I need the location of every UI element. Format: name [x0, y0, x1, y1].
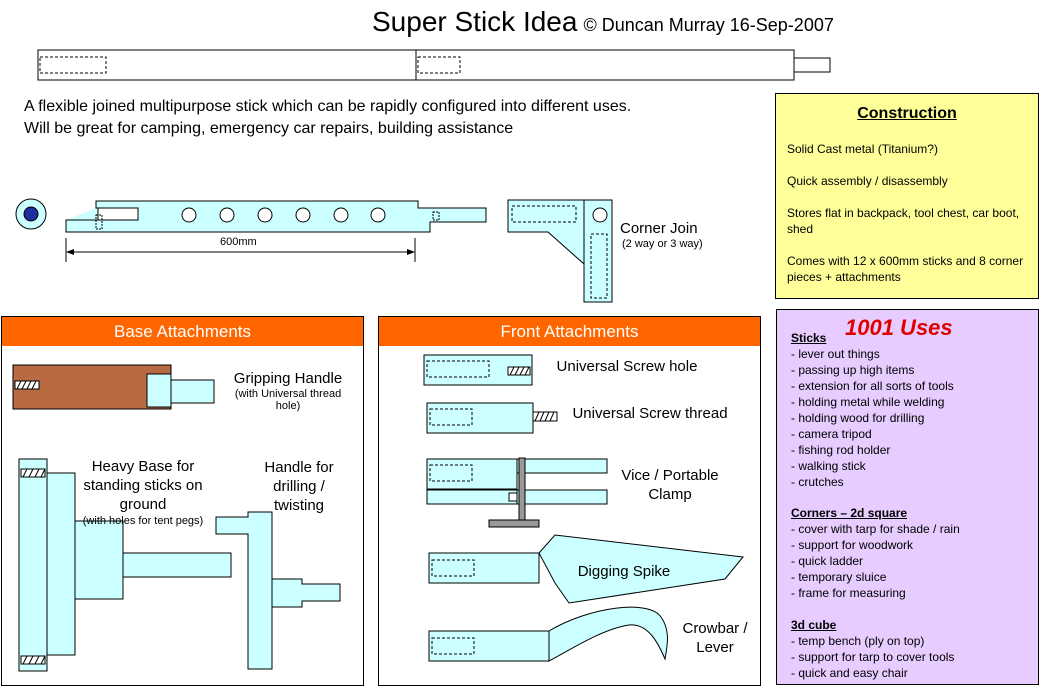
vice-drawing [426, 457, 608, 528]
screw-hole-drawing [423, 354, 533, 386]
corners-section: Corners – 2d square - cover with tarp fo… [791, 505, 960, 601]
page-title: Super Stick Idea © Duncan Murray 16-Sep-2… [372, 6, 834, 38]
list-item: - passing up high items [791, 363, 915, 377]
list-item: - quick and easy chair [791, 666, 908, 680]
list-item: - holding metal while welding [791, 395, 945, 409]
construction-item: Solid Cast metal (Titanium?) [787, 142, 938, 156]
drill-handle-label: Handle for drilling / twisting [264, 459, 334, 514]
screw-thread-drawing [426, 402, 558, 434]
dimension-label: 600mm [220, 236, 257, 248]
base-attachments-heading: Base Attachments [2, 317, 363, 346]
heavy-base-drawing [18, 458, 232, 672]
intro-line-1: A flexible joined multipurpose stick whi… [24, 98, 632, 115]
construction-item: Stores flat in backpack, tool chest, car… [787, 206, 1020, 236]
title-text: Super Stick Idea [372, 6, 578, 37]
front-attachments-heading: Front Attachments [379, 317, 760, 346]
byline: © Duncan Murray 16-Sep-2007 [583, 15, 834, 35]
construction-box: Construction Solid Cast metal (Titanium?… [775, 93, 1039, 299]
vice-label: Vice / Portable Clamp [621, 467, 719, 503]
list-item: - cover with tarp for shade / rain [791, 522, 960, 536]
gripping-handle-label: Gripping Handle [233, 370, 343, 387]
construction-heading: Construction [857, 105, 957, 122]
intro-line-2: Will be great for camping, emergency car… [24, 120, 514, 137]
list-item: - camera tripod [791, 427, 872, 441]
cube-section: 3d cube - temp bench (ply on top) - supp… [791, 617, 954, 681]
cube-heading: 3d cube [791, 618, 837, 632]
corner-join-drawing [507, 199, 613, 303]
list-item: - quick ladder [791, 554, 864, 568]
list-item: - support for woodwork [791, 538, 914, 552]
drill-handle-drawing [215, 511, 341, 670]
construction-item: Comes with 12 x 600mm sticks and 8 corne… [787, 254, 1024, 284]
heavy-base-note: (with holes for tent pegs) [82, 515, 204, 527]
list-item: - frame for measuring [791, 586, 906, 600]
digging-spike-drawing [428, 534, 744, 604]
base-attachments-drawings [12, 364, 341, 672]
stick-side-view [65, 200, 487, 233]
construction-item: Quick assembly / disassembly [787, 174, 948, 188]
corner-join-note: (2 way or 3 way) [622, 238, 703, 250]
heavy-base-label: Heavy Base for standing sticks on ground [83, 458, 203, 513]
uses-headline: 1001 Uses [845, 315, 953, 340]
corner-join-label: Corner Join [620, 220, 698, 237]
top-stick [37, 49, 831, 81]
uses-box: 1001 Uses Sticks - lever out things - pa… [776, 309, 1039, 685]
digging-spike-label: Digging Spike [577, 563, 671, 580]
base-attachments-panel: Base Attachments Gripping Handle (with U [1, 316, 364, 686]
gripping-handle-drawing [12, 364, 215, 410]
gripping-handle-note: (with Universal thread hole) [234, 388, 342, 412]
front-attachments-drawings [423, 354, 744, 662]
list-item: - extension for all sorts of tools [791, 379, 954, 393]
list-item: - holding wood for drilling [791, 411, 925, 425]
intro-text: A flexible joined multipurpose stick whi… [24, 96, 631, 140]
crowbar-drawing [428, 606, 668, 662]
front-attachments-panel: Front Attachments [378, 316, 761, 686]
sticks-heading: Sticks [791, 331, 827, 345]
list-item: - temporary sluice [791, 570, 887, 584]
list-item: - temp bench (ply on top) [791, 634, 925, 648]
list-item: - lever out things [791, 347, 880, 361]
screw-hole-label: Universal Screw hole [556, 358, 698, 375]
sticks-section: Sticks - lever out things - passing up h… [791, 330, 954, 490]
dimension-line [65, 238, 416, 262]
crowbar-label: Crowbar / Lever [682, 620, 748, 656]
list-item: - support for tarp to cover tools [791, 650, 955, 664]
screw-thread-label: Universal Screw thread [572, 405, 728, 422]
list-item: - fishing rod holder [791, 443, 891, 457]
end-view-icon [15, 198, 47, 230]
list-item: - crutches [791, 475, 844, 489]
corners-heading: Corners – 2d square [791, 506, 908, 520]
list-item: - walking stick [791, 459, 866, 473]
